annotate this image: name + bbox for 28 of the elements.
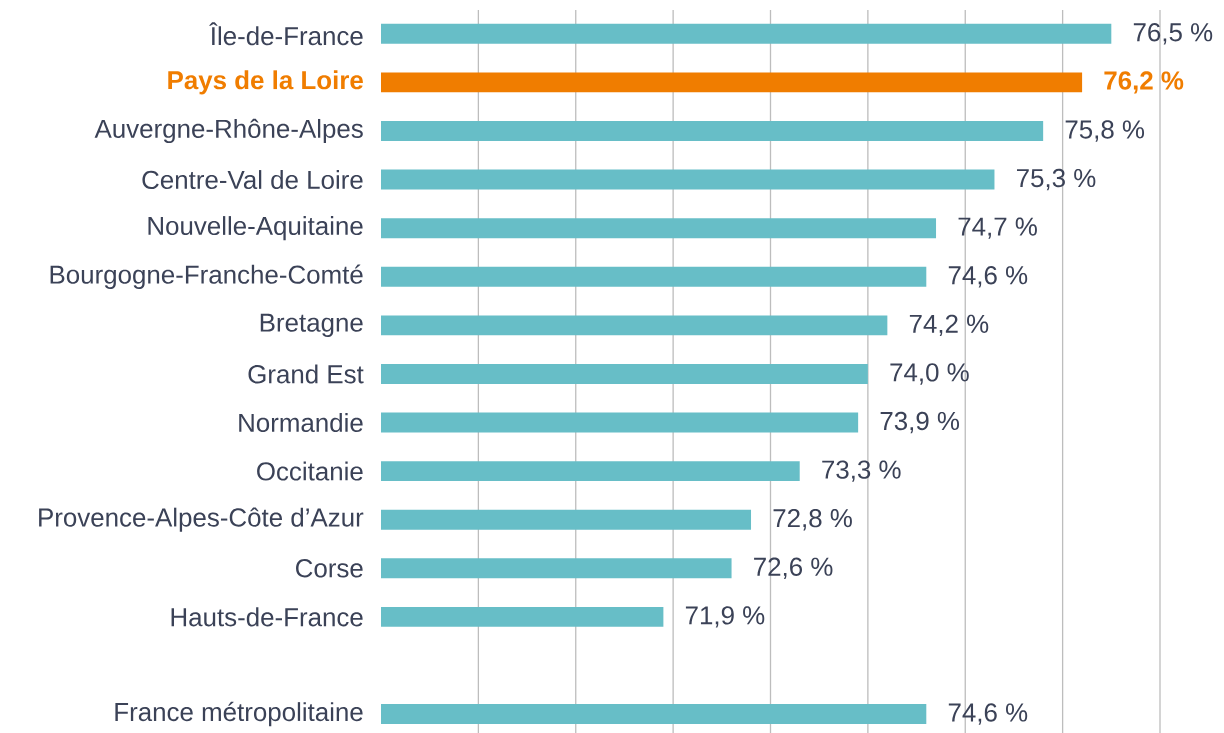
y-tick-label: Centre-Val de Loire: [142, 170, 363, 190]
y-tick-label: Grand Est: [248, 364, 364, 384]
y-tick-label: Île-de-France: [209, 22, 363, 46]
data-label: 74,2 %: [909, 314, 989, 337]
data-label: 73,9 %: [880, 411, 960, 434]
data-label: 71,9 %: [685, 606, 765, 628]
data-label: 76,5 %: [1133, 23, 1213, 45]
data-label: 75,8 %: [1065, 120, 1145, 142]
y-tick-label: Corse: [296, 559, 363, 578]
data-label: 72,6 %: [754, 557, 833, 579]
data-label: 74,7 %: [958, 217, 1037, 239]
data-label: 73,3 %: [822, 460, 901, 482]
data-label: 76,2 %: [1104, 71, 1184, 94]
y-tick-label: Auvergne-Rhône-Alpes: [94, 118, 363, 144]
y-tick-label: Bretagne: [260, 313, 363, 337]
y-tick-label: Hauts-de-France: [171, 607, 363, 627]
y-tick-label: Bourgogne-Franche-Comté: [50, 264, 363, 289]
data-label: 75,3 %: [1016, 168, 1096, 191]
data-label: 74,6 %: [948, 703, 1028, 725]
data-label: 74,0 %: [890, 363, 969, 385]
data-label: 72,8 %: [773, 509, 852, 531]
data-label: 74,6 %: [948, 266, 1028, 288]
y-tick-label: Nouvelle-Aquitaine: [148, 216, 363, 241]
y-tick-label: Pays de la Loire: [168, 70, 363, 95]
y-tick-label: Provence-Alpes-Côte d’Azur: [39, 507, 364, 532]
y-tick-label: France métropolitaine: [115, 701, 363, 727]
y-tick-label: Occitanie: [257, 461, 363, 481]
y-tick-label: Normandie: [239, 413, 363, 433]
